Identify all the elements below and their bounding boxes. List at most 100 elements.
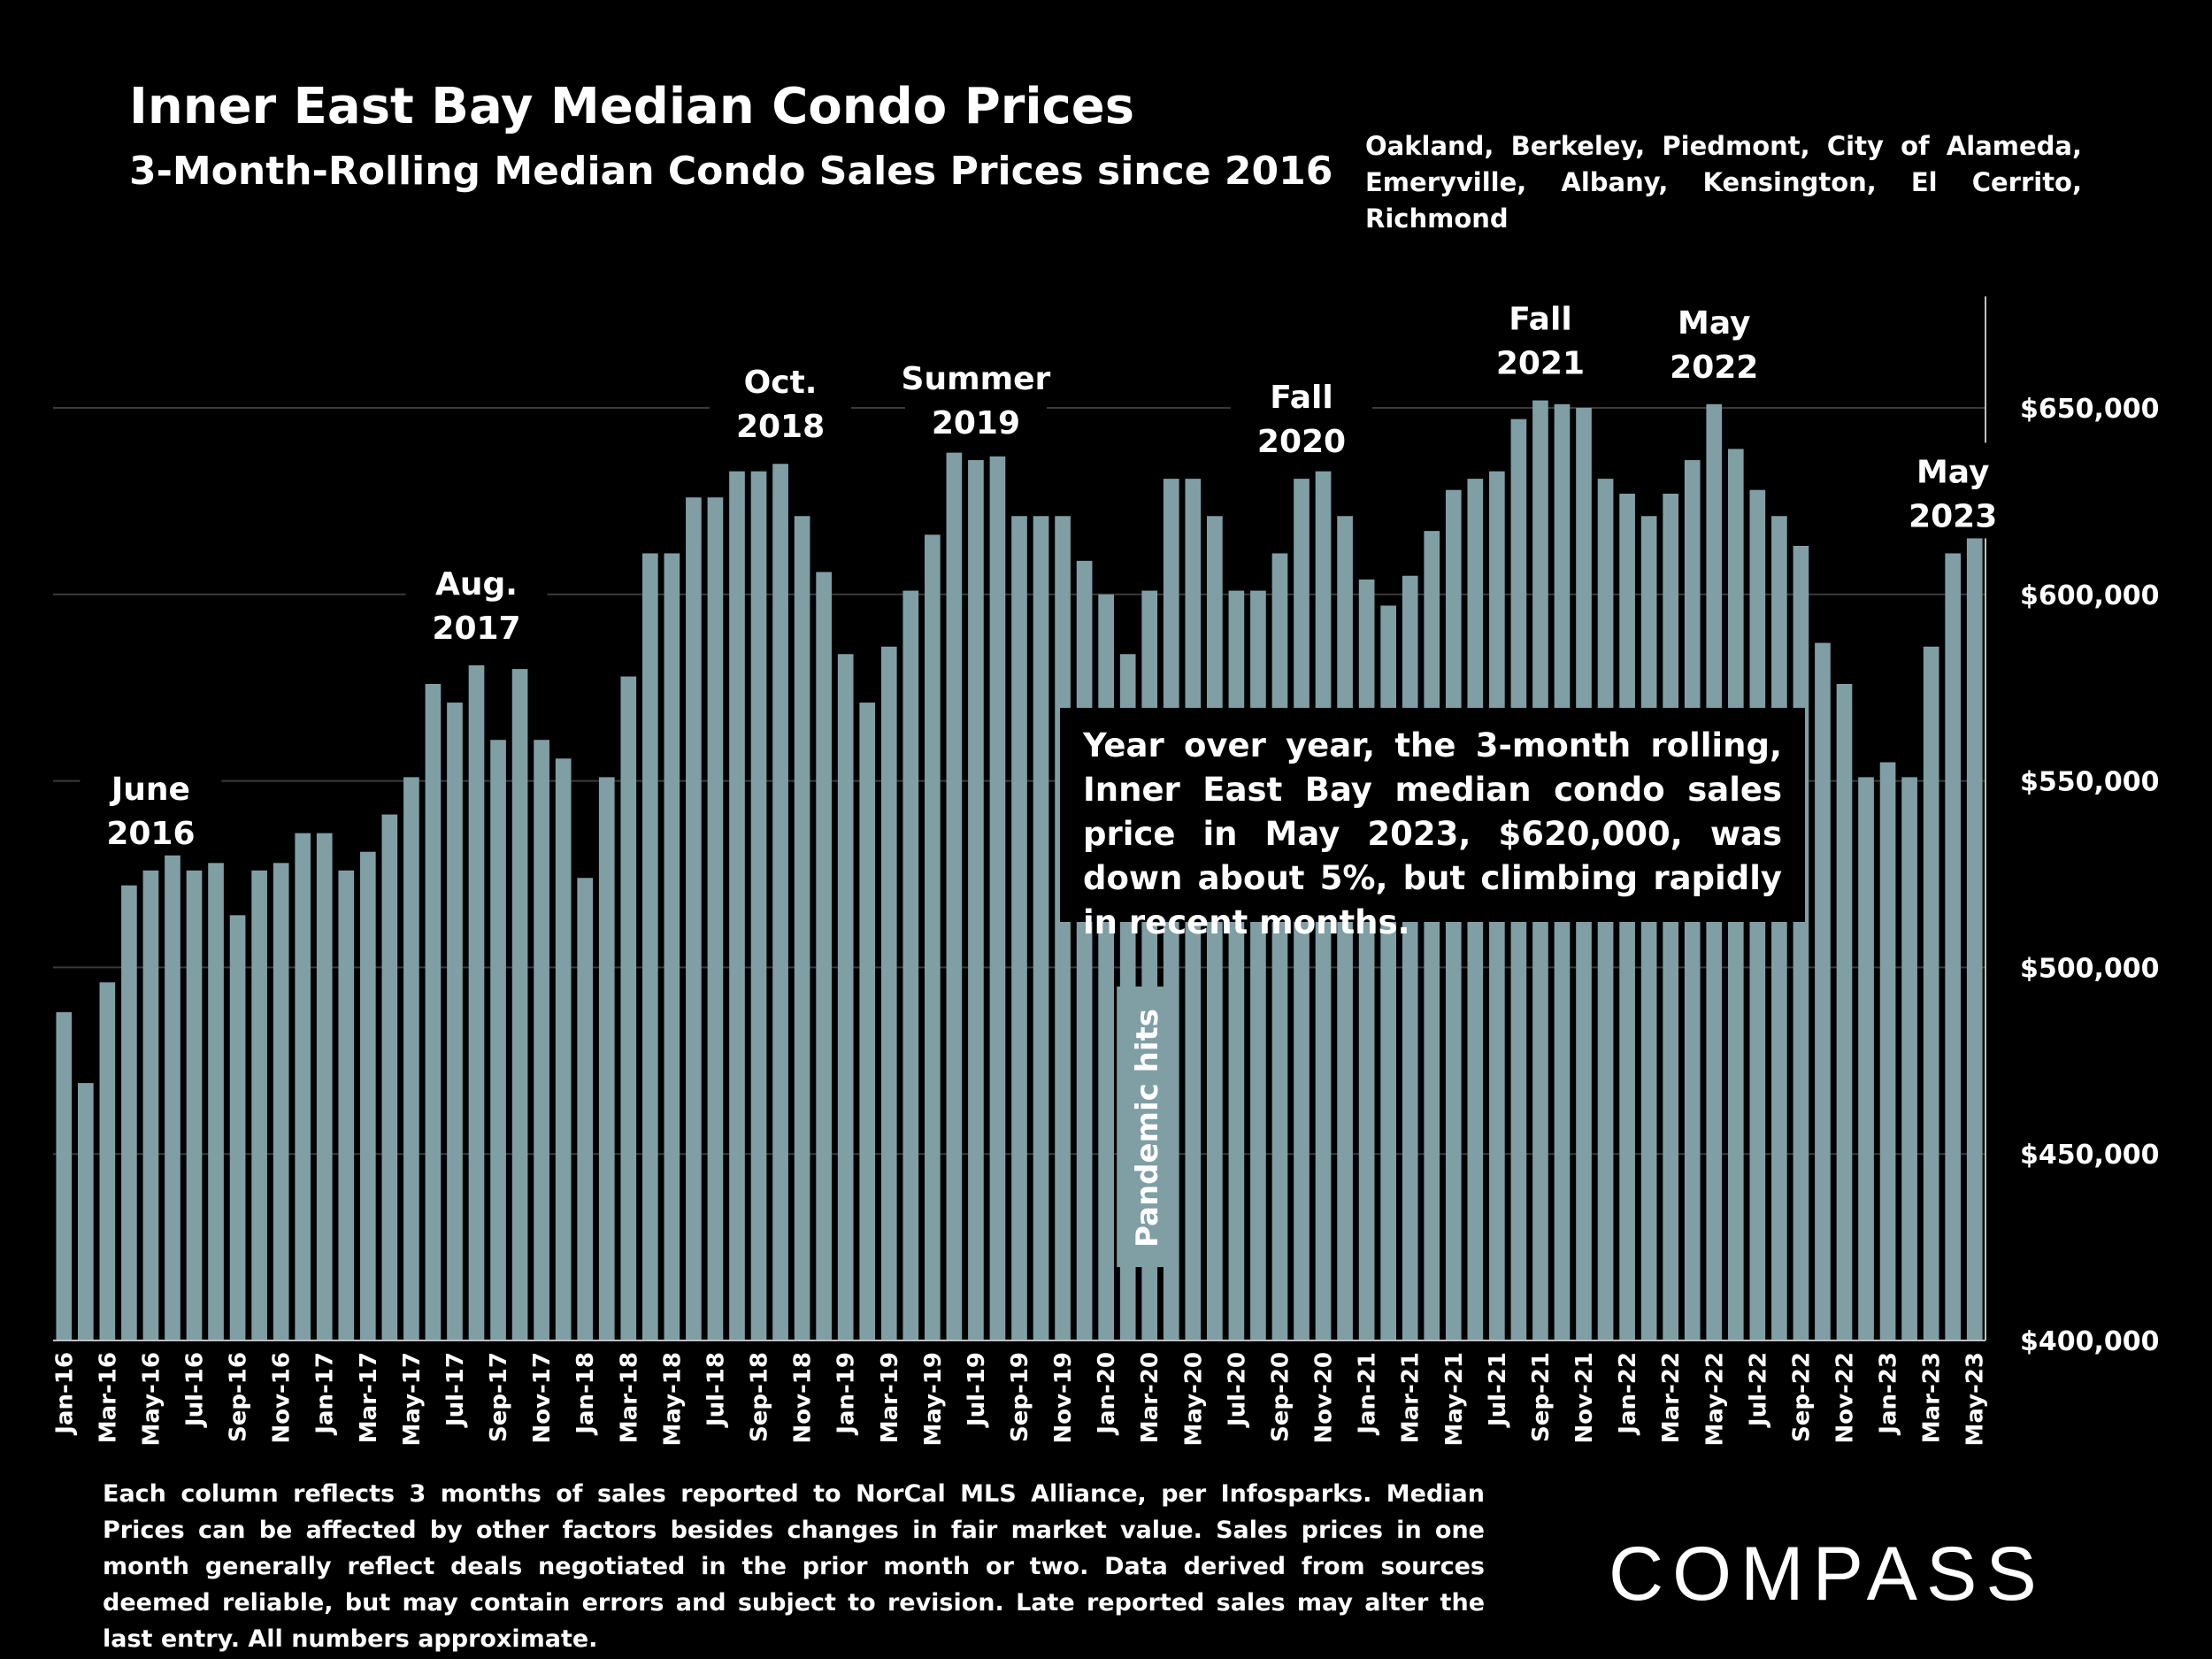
bar xyxy=(1033,516,1049,1340)
bar xyxy=(142,870,159,1340)
annotation-bg xyxy=(1643,293,1786,389)
compass-logo: COMPASS xyxy=(1609,1532,2046,1617)
annotation-label: May xyxy=(1678,305,1750,342)
bar xyxy=(707,497,724,1340)
annotation-label: Aug. xyxy=(435,566,518,603)
x-tick-label: Nov-22 xyxy=(1832,1352,1858,1444)
callout-box: Year over year, the 3-month rolling, Inn… xyxy=(1060,708,1805,941)
bar xyxy=(1402,575,1418,1340)
bar xyxy=(251,870,267,1340)
chart-subtitle: 3-Month-Rolling Median Condo Sales Price… xyxy=(129,149,1333,194)
annotation-bg xyxy=(1231,368,1373,465)
bar xyxy=(925,534,941,1340)
annotation-bg xyxy=(1469,289,1611,386)
x-tick-label: May-18 xyxy=(659,1352,686,1447)
chart-title: Inner East Bay Median Condo Prices xyxy=(129,78,1135,135)
bar xyxy=(1901,777,1917,1340)
x-tick-label: Mar-17 xyxy=(356,1352,382,1443)
bar xyxy=(902,590,919,1340)
x-tick-label: Jan-18 xyxy=(572,1352,599,1436)
bar xyxy=(121,885,137,1340)
bar xyxy=(816,572,832,1340)
pandemic-label: Pandemic hits xyxy=(1130,1009,1165,1248)
x-tick-label: Jan-17 xyxy=(312,1352,339,1436)
annotation-label: 2016 xyxy=(106,816,195,852)
annotation-bg xyxy=(710,353,852,449)
x-tick-label: Sep-22 xyxy=(1788,1352,1815,1442)
x-tick-label: May-22 xyxy=(1701,1352,1728,1447)
bar xyxy=(295,833,311,1340)
bar xyxy=(968,460,984,1340)
x-tick-label: Jan-20 xyxy=(1094,1352,1120,1436)
y-tick-label: $650,000 xyxy=(2020,394,2160,425)
x-tick-label: Jul-18 xyxy=(703,1352,729,1428)
x-tick-label: Nov-21 xyxy=(1571,1352,1598,1444)
bar xyxy=(1250,590,1266,1340)
bar xyxy=(1815,642,1831,1340)
annotation-bg xyxy=(904,349,1047,446)
x-tick-label: Mar-16 xyxy=(95,1352,121,1443)
bar xyxy=(338,870,355,1340)
bar xyxy=(1858,777,1874,1340)
bar xyxy=(425,683,442,1340)
annotation-label: June xyxy=(109,772,190,808)
bar xyxy=(880,646,897,1340)
x-tick-label: Jul-16 xyxy=(182,1352,209,1428)
bar xyxy=(946,452,963,1340)
bar xyxy=(1076,560,1093,1340)
bar xyxy=(555,758,572,1340)
x-tick-label: Nov-18 xyxy=(790,1352,817,1444)
y-tick-label: $400,000 xyxy=(2020,1326,2160,1357)
x-tick-label: Mar-23 xyxy=(1919,1352,1946,1443)
bar xyxy=(273,863,289,1340)
x-tick-label: Nov-16 xyxy=(269,1352,296,1444)
x-tick-label: Sep-20 xyxy=(1267,1352,1294,1442)
annotation-label: May xyxy=(1916,454,1989,490)
x-tick-label: Sep-18 xyxy=(747,1352,773,1442)
bar xyxy=(511,669,528,1340)
bar xyxy=(1358,579,1375,1340)
annotation-label: 2022 xyxy=(1670,349,1758,386)
x-tick-label: Jul-19 xyxy=(964,1352,990,1428)
bar xyxy=(1771,516,1787,1340)
bar xyxy=(77,1083,94,1340)
x-tick-label: Jan-19 xyxy=(833,1352,860,1436)
bar xyxy=(859,703,876,1340)
annotation-label: Fall xyxy=(1509,302,1571,338)
bar xyxy=(750,471,767,1340)
x-tick-label: May-20 xyxy=(1180,1352,1207,1447)
x-tick-label: May-17 xyxy=(399,1352,426,1447)
x-tick-label: Mar-22 xyxy=(1658,1352,1685,1443)
annotation-label: Summer xyxy=(902,361,1051,397)
annotation-label: 2018 xyxy=(736,409,825,445)
bar xyxy=(1055,516,1071,1340)
x-tick-label: Nov-19 xyxy=(1050,1352,1077,1444)
x-tick-label: May-16 xyxy=(138,1352,165,1447)
bar xyxy=(989,456,1006,1340)
annotation-label: 2021 xyxy=(1496,346,1585,382)
bar xyxy=(534,740,549,1340)
x-tick-label: Jul-22 xyxy=(1745,1352,1771,1428)
bar xyxy=(1640,516,1657,1340)
annotation-label: 2019 xyxy=(932,405,1020,442)
bar xyxy=(1793,545,1809,1340)
bar xyxy=(447,703,463,1340)
bar xyxy=(620,676,637,1340)
bar xyxy=(686,497,702,1340)
bar xyxy=(1966,519,1983,1340)
annotation-label: 2023 xyxy=(1909,498,1997,534)
x-tick-label: Jan-21 xyxy=(1355,1352,1381,1436)
bar xyxy=(56,1011,73,1340)
y-tick-label: $550,000 xyxy=(2020,767,2160,798)
bar xyxy=(641,553,658,1340)
bar xyxy=(403,777,419,1340)
x-tick-label: Jan-23 xyxy=(1876,1352,1902,1436)
bar xyxy=(577,878,594,1340)
bar xyxy=(381,814,398,1340)
bar xyxy=(165,851,180,1340)
region-note: Oakland, Berkeley, Piedmont, City of Ala… xyxy=(1365,131,2082,234)
bar xyxy=(229,915,246,1340)
x-tick-label: Mar-21 xyxy=(1398,1352,1425,1443)
x-tick-label: Sep-19 xyxy=(1007,1352,1033,1442)
x-tick-label: Nov-17 xyxy=(529,1352,556,1444)
